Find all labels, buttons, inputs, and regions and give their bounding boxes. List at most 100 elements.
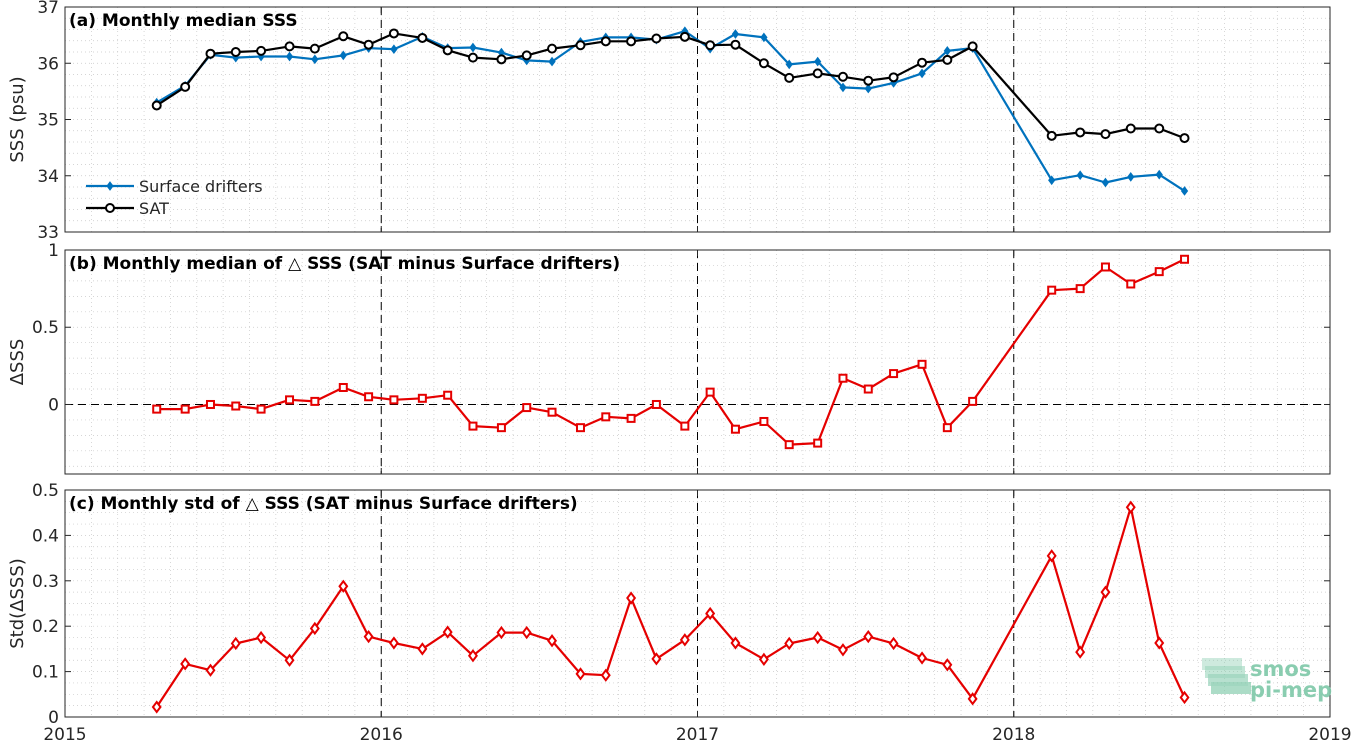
- data-point: [256, 404, 266, 414]
- data-point: [417, 32, 428, 43]
- logo-stack-layer: [1202, 658, 1242, 670]
- data-point: [521, 625, 532, 640]
- data-point: [918, 68, 926, 79]
- data-point: [338, 31, 349, 42]
- data-point: [679, 633, 690, 647]
- panel-title: (a) Monthly median SSS: [69, 11, 298, 31]
- data-point: [705, 606, 716, 621]
- data-point: [547, 634, 558, 648]
- data-point: [1180, 254, 1190, 264]
- data-point: [705, 387, 715, 397]
- data-point: [338, 382, 348, 392]
- data-point: [1046, 130, 1057, 141]
- data-point: [626, 413, 636, 423]
- data-point: [1154, 636, 1165, 650]
- data-point: [917, 57, 928, 68]
- series-ΔSSS: [152, 254, 1190, 450]
- x-tick-label: 2016: [360, 725, 403, 745]
- y-tick-label: 0.5: [32, 318, 59, 338]
- logo-text-line2: pi-mep: [1250, 678, 1332, 702]
- data-point: [468, 421, 478, 431]
- data-point: [547, 43, 558, 54]
- data-point: [731, 29, 740, 39]
- data-point: [889, 369, 899, 379]
- data-point: [151, 100, 162, 111]
- data-point: [180, 404, 190, 414]
- y-tick-label: 36: [37, 54, 59, 74]
- data-point: [467, 52, 478, 63]
- data-point: [651, 33, 662, 44]
- data-point: [812, 630, 823, 645]
- data-point: [730, 424, 740, 434]
- data-point: [417, 393, 427, 403]
- data-point: [626, 591, 637, 605]
- data-point: [310, 396, 320, 406]
- data-point: [230, 47, 241, 57]
- legend-marker: [105, 203, 115, 213]
- y-tick-label: 35: [37, 111, 59, 131]
- data-point: [521, 50, 532, 61]
- data-point: [443, 390, 453, 400]
- y-tick-label: 33: [37, 223, 59, 243]
- data-point: [1125, 500, 1136, 514]
- data-point: [1154, 267, 1164, 277]
- y-tick-label: 37: [37, 0, 59, 18]
- data-point: [813, 438, 823, 448]
- data-point: [1179, 133, 1190, 144]
- data-point: [575, 423, 585, 433]
- data-point: [285, 395, 295, 405]
- data-point: [758, 652, 769, 667]
- data-point: [1101, 177, 1110, 188]
- panel-title: (b) Monthly median of △ SSS (SAT minus S…: [69, 254, 620, 274]
- panel-c-monthly-std-delta-sss: 0 0.1 0.2 0.3 0.4 0.5 2015 2016 2017 2018 2019 Std(…: [7, 481, 1352, 745]
- y-axis-label: SSS (psu): [7, 76, 28, 162]
- data-point: [338, 579, 349, 593]
- x-tick-label: 2018: [992, 725, 1035, 745]
- data-point: [863, 75, 874, 86]
- data-point: [651, 652, 662, 666]
- panel-title: (c) Monthly std of △ SSS (SAT minus Surf…: [69, 494, 578, 514]
- data-point: [1048, 175, 1056, 186]
- data-point: [496, 625, 507, 640]
- y-axis-label: Std(ΔSSS): [7, 558, 28, 649]
- panel-b-monthly-median-delta-sss: 0 0.5 1 ΔSSS (b) Monthly median of △ SSS (SA…: [7, 241, 1331, 475]
- legend-marker: [106, 181, 114, 191]
- legend-item: Surface drifters: [86, 177, 263, 196]
- data-point: [730, 636, 741, 650]
- y-tick-label: 0: [48, 708, 59, 728]
- data-point: [1075, 284, 1085, 294]
- data-point: [285, 51, 294, 62]
- data-point: [1154, 123, 1165, 134]
- y-tick-label: 0: [48, 395, 59, 415]
- data-point: [784, 440, 794, 450]
- y-tick-label: 34: [37, 167, 59, 187]
- x-tick-label: 2019: [1308, 725, 1351, 745]
- legend: Surface drifters SAT: [86, 177, 263, 218]
- data-point: [917, 359, 927, 369]
- data-point: [442, 45, 453, 56]
- data-point: [1100, 129, 1111, 140]
- data-point: [967, 41, 978, 52]
- data-point: [863, 629, 874, 644]
- data-point: [888, 72, 899, 83]
- data-point: [389, 395, 399, 405]
- data-point: [388, 28, 399, 39]
- data-point: [469, 42, 477, 53]
- data-point: [284, 41, 295, 52]
- data-point: [680, 421, 690, 431]
- data-point: [231, 401, 241, 411]
- legend-item: SAT: [86, 199, 169, 218]
- y-tick-label: 0.3: [32, 572, 59, 592]
- data-point: [968, 396, 978, 406]
- data-point: [363, 39, 374, 50]
- data-point: [417, 642, 428, 656]
- series-line: [155, 506, 1186, 708]
- data-point: [730, 39, 741, 50]
- data-point: [339, 50, 347, 61]
- data-point: [309, 621, 320, 636]
- data-point: [759, 416, 769, 426]
- data-point: [863, 384, 873, 394]
- data-point: [626, 36, 637, 47]
